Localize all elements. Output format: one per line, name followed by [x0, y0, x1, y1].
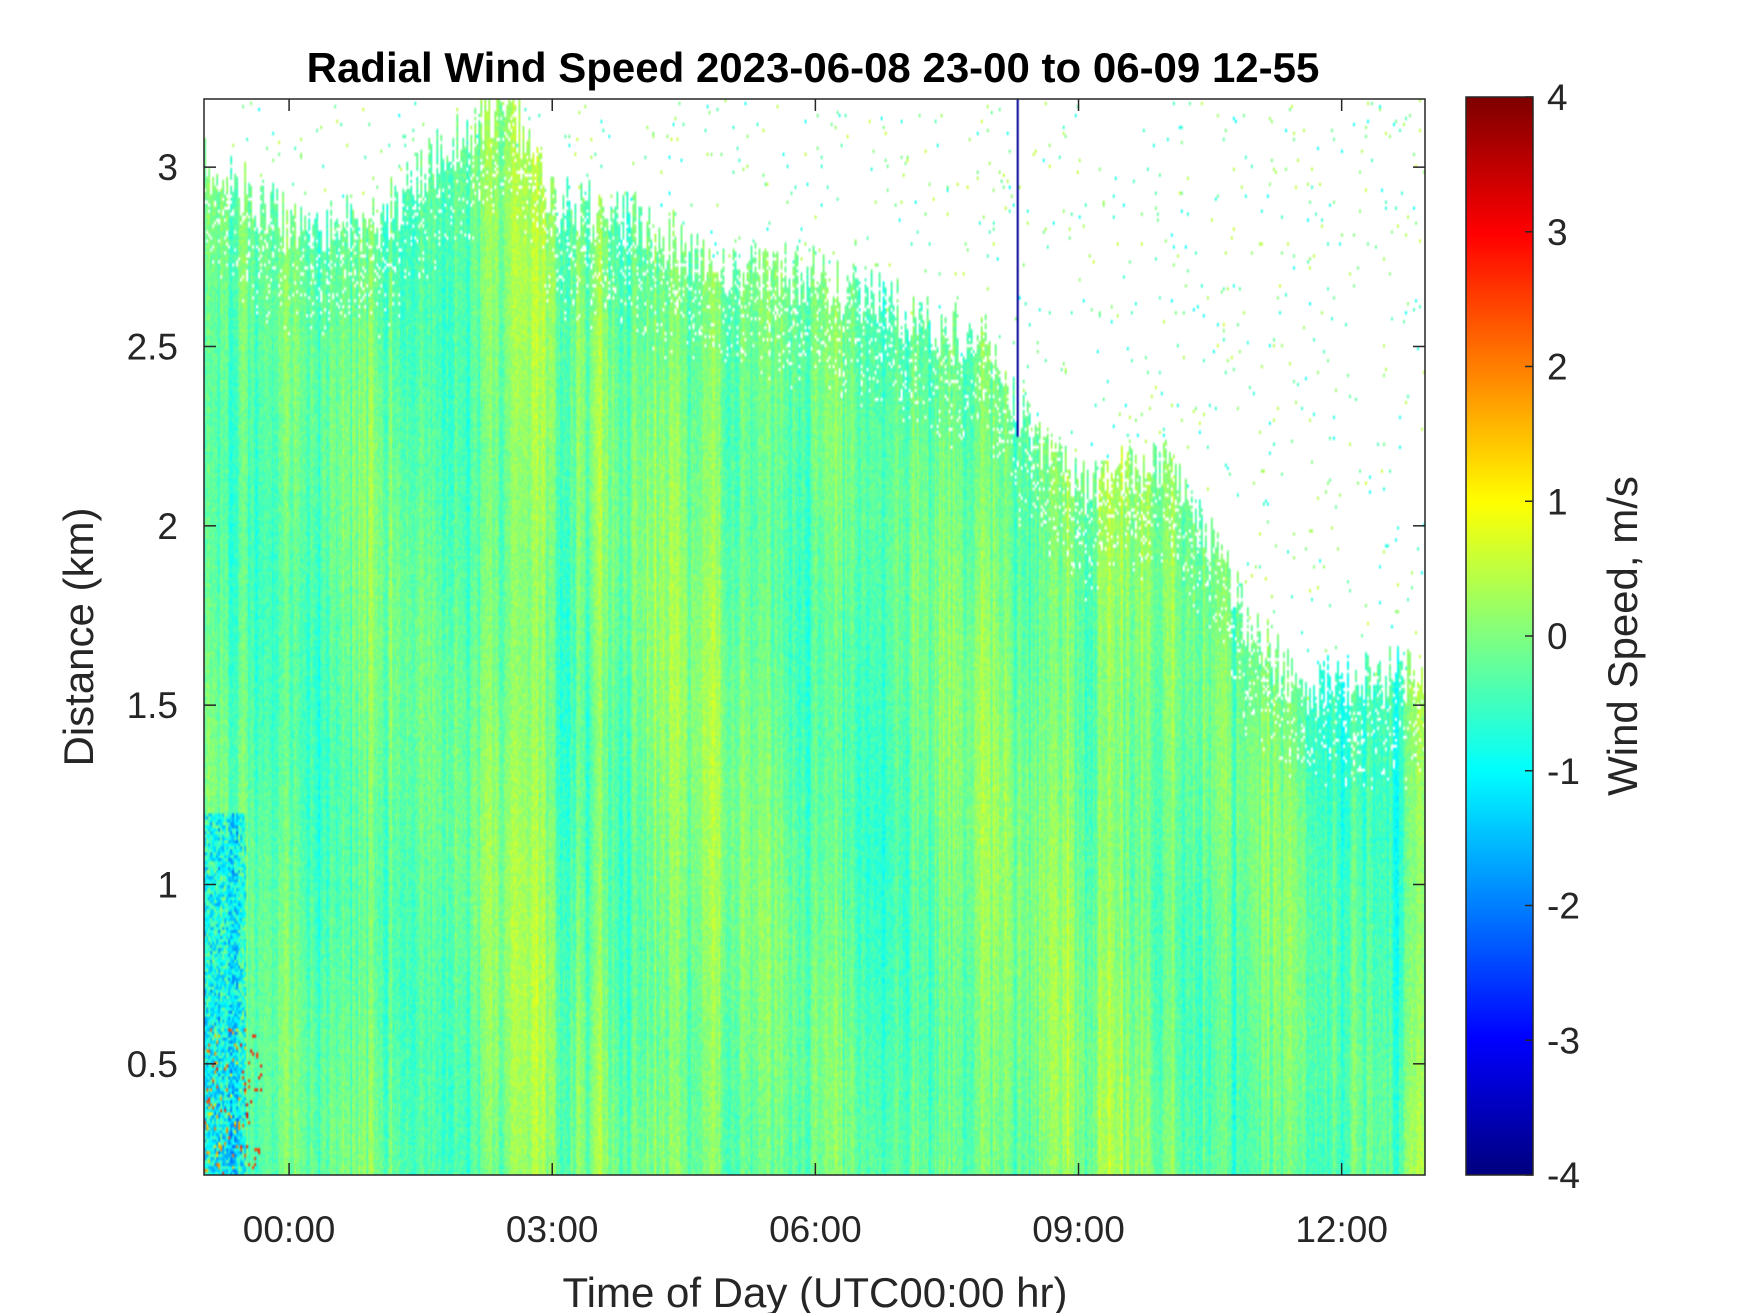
y-axis: 0.5 1 1.5 2 2.5 3: [127, 147, 1425, 1085]
colorbar-tick-label: 0: [1547, 616, 1568, 657]
wind-speed-heatmap: [204, 99, 1425, 1175]
chart-title: Radial Wind Speed 2023-06-08 23-00 to 06…: [307, 44, 1320, 91]
colorbar: 4 3 2 1 0 -1 -2 -3 -4: [1465, 77, 1580, 1196]
colorbar-label: Wind Speed, m/s: [1599, 476, 1646, 796]
colorbar-tick-label: -1: [1547, 751, 1580, 792]
colorbar-tick-label: -2: [1547, 886, 1580, 927]
x-tick-label: 00:00: [243, 1209, 336, 1250]
x-tick-label: 12:00: [1295, 1209, 1388, 1250]
y-tick-label: 1: [157, 864, 178, 905]
y-tick-label: 1.5: [127, 685, 178, 726]
x-tick-label: 06:00: [769, 1209, 862, 1250]
plot-area: [203, 98, 1426, 1176]
colorbar-gradient: [1466, 97, 1533, 1175]
colorbar-ticks: 4 3 2 1 0 -1 -2 -3 -4: [1525, 77, 1580, 1196]
colorbar-tick-label: -3: [1547, 1020, 1580, 1061]
x-axis-label: Time of Day (UTC00:00 hr): [563, 1269, 1068, 1313]
y-tick-label: 3: [157, 147, 178, 188]
colorbar-tick-label: 1: [1547, 481, 1568, 522]
x-tick-label: 09:00: [1032, 1209, 1125, 1250]
colorbar-tick-label: 2: [1547, 347, 1568, 388]
colorbar-tick-label: 4: [1547, 77, 1568, 118]
plot-frame: [203, 98, 1426, 1176]
y-axis-label: Distance (km): [55, 507, 102, 766]
y-tick-label: 0.5: [127, 1044, 178, 1085]
x-tick-label: 03:00: [506, 1209, 599, 1250]
colorbar-tick-label: -4: [1547, 1155, 1580, 1196]
colorbar-tick-label: 3: [1547, 212, 1568, 253]
x-axis: 00:00 03:00 06:00 09:00 12:00: [243, 99, 1388, 1250]
y-tick-label: 2.5: [127, 326, 178, 367]
y-tick-label: 2: [157, 506, 178, 547]
